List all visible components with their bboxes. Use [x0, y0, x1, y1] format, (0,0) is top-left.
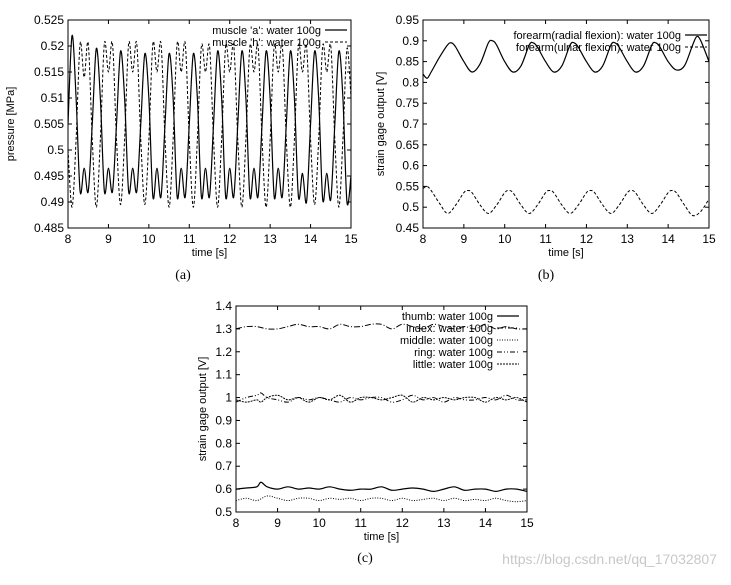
y-tick-label: 1.1	[215, 368, 232, 382]
y-tick-label: 0.515	[34, 65, 64, 79]
x-tick-label: 14	[479, 516, 493, 530]
legend-label: muscle 'a': water 100g	[212, 25, 321, 37]
y-tick-label: 0.5	[215, 505, 232, 519]
x-tick-label: 10	[142, 232, 156, 246]
y-tick-label: 0.55	[396, 179, 420, 193]
y-tick-label: 1	[225, 391, 232, 405]
y-tick-label: 0.65	[396, 138, 420, 152]
chart-panel-c: 8 9 10 11 12 13 14 15 0.5 0.6 0.7 0.8 0.9 1 1.1 1.2 1.3 1…	[197, 299, 534, 566]
y-axis-label: pressure [MPa]	[5, 87, 17, 162]
legend-label: forearm(ulnar flexion): water 100g	[516, 42, 681, 54]
x-tick-label: 11	[539, 232, 552, 246]
x-tick-label: 9	[461, 232, 468, 246]
y-axis-label: strain gage output [V]	[197, 357, 209, 462]
x-tick-label: 15	[344, 232, 358, 246]
panel-caption: (b)	[538, 268, 555, 283]
series-line-1	[236, 481, 527, 493]
x-tick-label: 14	[304, 232, 318, 246]
x-axis-label: time [s]	[548, 247, 583, 259]
series-line-2	[236, 323, 527, 330]
y-tick-label: 0.45	[396, 221, 420, 235]
y-tick-label: 0.9	[402, 34, 419, 48]
legend-label: thumb: water 100g	[402, 311, 493, 323]
y-tick-label: 0.5	[47, 143, 64, 157]
y-tick-label: 0.505	[34, 117, 64, 131]
y-tick-label: 1.2	[215, 345, 232, 359]
x-tick-label: 15	[520, 516, 534, 530]
y-tick-label: 0.52	[41, 39, 65, 53]
y-tick-label: 0.75	[396, 96, 420, 110]
panel-caption: (a)	[175, 268, 191, 283]
x-tick-label: 12	[580, 232, 594, 246]
y-tick-label: 0.8	[215, 436, 232, 450]
legend-label: little: water 100g	[413, 359, 493, 371]
legend-label: muscle 'h': water 100g	[212, 37, 321, 49]
legend-label: middle: water 100g	[400, 335, 493, 347]
y-tick-label: 0.495	[34, 169, 64, 183]
legend-label: forearm(radial flexion): water 100g	[513, 30, 681, 42]
y-axis-label: strain gage output [V]	[375, 72, 387, 177]
x-tick-label: 14	[661, 232, 675, 246]
x-tick-label: 11	[183, 232, 196, 246]
y-tick-label: 0.7	[402, 117, 419, 131]
y-tick-label: 0.51	[41, 91, 65, 105]
y-tick-label: 0.9	[215, 413, 232, 427]
x-tick-label: 10	[498, 232, 512, 246]
series-line-2	[423, 185, 709, 217]
x-tick-label: 13	[263, 232, 277, 246]
x-tick-label: 8	[233, 516, 240, 530]
y-tick-label: 0.6	[215, 482, 232, 496]
x-tick-label: 13	[437, 516, 451, 530]
x-tick-label: 10	[312, 516, 326, 530]
y-tick-label: 0.485	[34, 221, 64, 235]
series-line-4	[236, 392, 527, 403]
series-line-3	[236, 495, 527, 503]
y-tick-label: 0.7	[215, 459, 232, 473]
y-tick-label: 0.6	[402, 159, 419, 173]
legend-label: index: water 100g	[406, 323, 493, 335]
legend-label: ring: water 100g	[414, 347, 493, 359]
y-tick-label: 0.95	[396, 13, 420, 27]
x-tick-label: 9	[105, 232, 112, 246]
y-tick-label: 0.8	[402, 75, 419, 89]
series-line-2	[68, 40, 351, 208]
x-tick-label: 12	[396, 516, 410, 530]
y-tick-label: 0.525	[34, 13, 64, 27]
x-axis-label: time [s]	[364, 531, 399, 543]
chart-panel-a: 8 9 10 11 12 13 14 15 0.485 0.49 0.495 0.5 0.505 0.51…	[5, 13, 358, 283]
x-tick-label: 12	[223, 232, 237, 246]
x-tick-label: 11	[354, 516, 367, 530]
x-tick-label: 15	[702, 232, 716, 246]
chart-panel-b: 8 9 10 11 12 13 14 15 0.45 0.5 0.55 0.6 0.65 0.7 0.75 0…	[375, 13, 716, 283]
plot-frame	[235, 305, 528, 513]
x-tick-label: 9	[274, 516, 281, 530]
y-tick-label: 0.85	[396, 55, 420, 69]
panel-caption: (c)	[357, 551, 373, 566]
series-line-1	[68, 34, 351, 206]
y-tick-label: 0.49	[41, 195, 65, 209]
watermark-text: https://blog.csdn.net/qq_17032807	[502, 551, 717, 567]
y-tick-label: 1.4	[215, 299, 232, 313]
x-tick-label: 13	[621, 232, 635, 246]
series-line-1	[423, 35, 709, 79]
x-axis-label: time [s]	[192, 247, 227, 259]
y-tick-label: 0.5	[402, 200, 419, 214]
x-tick-label: 8	[420, 232, 427, 246]
series-line-5	[236, 394, 527, 403]
x-tick-label: 8	[65, 232, 72, 246]
y-tick-label: 1.3	[215, 322, 232, 336]
